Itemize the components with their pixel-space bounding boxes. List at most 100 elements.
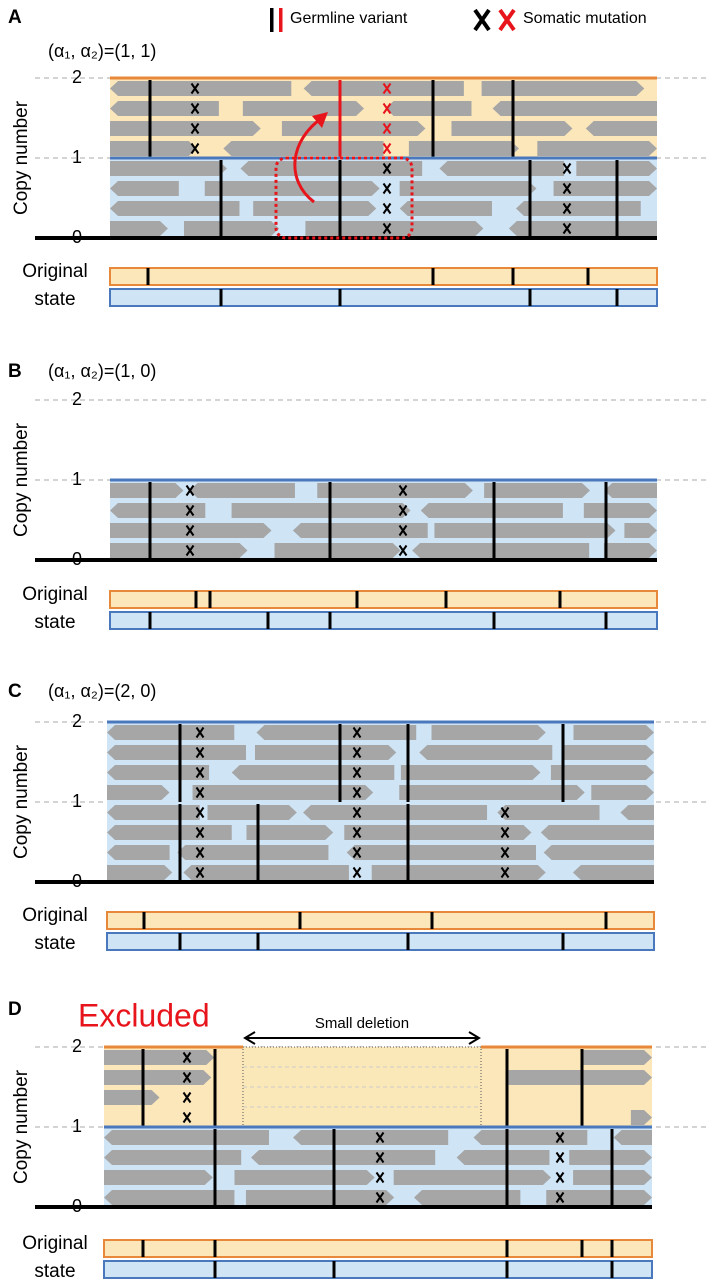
read [107, 805, 200, 820]
original-haplotype-2 [109, 611, 658, 630]
original-state-label: state [34, 933, 75, 954]
original-variant [610, 1240, 614, 1257]
somatic-mark [352, 846, 362, 859]
somatic-mark [182, 1111, 192, 1124]
read [110, 121, 261, 136]
read [591, 785, 654, 800]
germline-variant [332, 1129, 336, 1207]
read [104, 1150, 242, 1165]
somatic-mark [398, 544, 408, 557]
read [582, 1050, 652, 1065]
somatic-mark [182, 1051, 192, 1064]
axis-title: Copy number [11, 100, 32, 215]
read [439, 161, 565, 176]
read [317, 483, 473, 498]
original-variant [558, 591, 562, 608]
y-tick-label: 0 [72, 549, 82, 569]
read [620, 805, 654, 820]
original-state-label: Original [22, 905, 87, 926]
read [604, 483, 657, 498]
somatic-mark [562, 182, 572, 195]
legend-somatic-label: Somatic mutation [523, 10, 647, 27]
somatic-mark [500, 806, 510, 819]
somatic-mark [352, 766, 362, 779]
read [543, 845, 654, 860]
somatic-mark [562, 162, 572, 175]
read [399, 181, 537, 196]
somatic-mark [190, 102, 200, 115]
somatic-mark [382, 182, 392, 195]
y-tick-label: 2 [72, 389, 82, 409]
read [107, 725, 235, 740]
legend-germline-black [270, 8, 274, 32]
original-variant [586, 268, 590, 285]
somatic-mark [375, 1131, 385, 1144]
somatic-mark [185, 524, 195, 537]
read [107, 825, 232, 840]
read [303, 81, 464, 96]
read [204, 181, 380, 196]
read [624, 523, 657, 538]
somatic-mark [195, 866, 205, 879]
read [546, 1190, 652, 1205]
read [256, 725, 417, 740]
read [508, 221, 657, 236]
somatic-mark [352, 746, 362, 759]
read [245, 1190, 395, 1205]
read [104, 1190, 235, 1205]
y-tick-label: 2 [72, 711, 82, 731]
read [630, 1110, 652, 1125]
germline-variant [528, 160, 532, 238]
germline-variant [561, 724, 565, 802]
read [183, 865, 349, 880]
germline-variant [219, 160, 223, 238]
read [553, 181, 657, 196]
original-state-label: Original [22, 584, 87, 605]
original-variant [208, 591, 212, 608]
original-haplotype-1 [109, 267, 658, 286]
read [572, 865, 654, 880]
original-variant [604, 612, 608, 629]
original-variant [505, 1261, 509, 1278]
original-variant [406, 933, 410, 950]
original-variant [444, 591, 448, 608]
somatic-mark [555, 1191, 565, 1204]
original-state-label: state [34, 612, 75, 633]
somatic-mark [352, 826, 362, 839]
read [104, 1170, 213, 1185]
germline-variant [148, 80, 152, 158]
somatic-mark [352, 726, 362, 739]
original-state-label: Original [22, 1233, 87, 1254]
germline-variant [141, 1049, 145, 1127]
read [110, 101, 219, 116]
somatic-mark [382, 162, 392, 175]
original-variant [610, 1261, 614, 1278]
read [434, 523, 616, 538]
read [371, 865, 546, 880]
somatic-mark [352, 786, 362, 799]
read [242, 101, 365, 116]
read [107, 765, 210, 780]
read [110, 483, 184, 498]
germline-variant [511, 80, 515, 158]
y-tick-label: 1 [72, 1116, 82, 1136]
switch-arrowhead [312, 112, 328, 128]
read [583, 503, 657, 518]
germline-variant-red [338, 80, 342, 158]
axis-title: Copy number [11, 744, 32, 859]
y-tick-label: 2 [72, 1036, 82, 1056]
germline-variant [213, 1049, 217, 1127]
read [110, 201, 240, 216]
somatic-mark [555, 1151, 565, 1164]
ploidy-label: (α₁, α₂)=(1, 0) [48, 361, 156, 381]
original-haplotype-1 [106, 911, 655, 930]
read [385, 101, 472, 116]
somatic-mark [195, 786, 205, 799]
somatic-mark [382, 122, 392, 135]
somatic-mark [375, 1191, 385, 1204]
read [540, 825, 654, 840]
original-variant [298, 912, 302, 929]
somatic-mark [382, 222, 392, 235]
read [456, 1150, 550, 1165]
